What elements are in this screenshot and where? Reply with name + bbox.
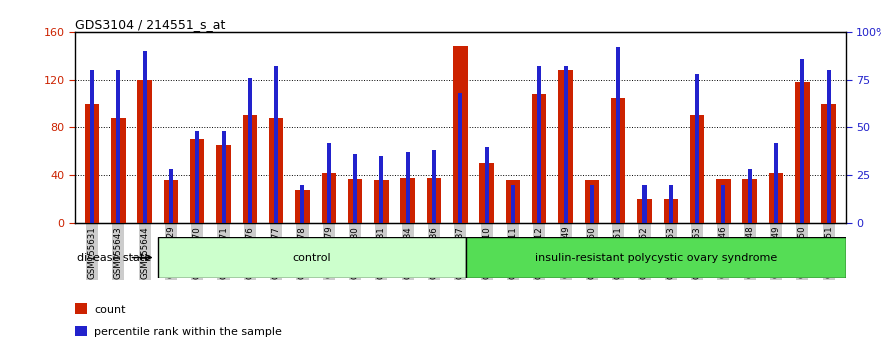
Bar <box>743 179 757 223</box>
Bar <box>669 185 673 223</box>
Bar <box>353 154 357 223</box>
Bar <box>690 115 704 223</box>
Bar <box>164 180 178 223</box>
Bar <box>217 145 231 223</box>
Bar <box>432 150 436 223</box>
Bar <box>774 143 778 223</box>
Bar <box>466 237 846 278</box>
Bar <box>585 180 599 223</box>
Bar <box>532 94 546 223</box>
Bar <box>300 185 305 223</box>
Bar <box>796 82 810 223</box>
Bar <box>479 163 494 223</box>
Bar <box>405 152 410 223</box>
Bar <box>274 66 278 223</box>
Bar <box>75 303 86 314</box>
Bar <box>143 51 146 223</box>
Bar <box>116 70 121 223</box>
Bar <box>642 185 647 223</box>
Bar <box>458 93 463 223</box>
Text: disease state: disease state <box>78 252 152 263</box>
Bar <box>748 170 751 223</box>
Bar <box>137 80 152 223</box>
Bar <box>269 118 284 223</box>
Bar <box>800 59 804 223</box>
Bar <box>221 131 226 223</box>
Bar <box>322 173 336 223</box>
Bar <box>248 78 252 223</box>
Bar <box>511 185 515 223</box>
Bar <box>158 237 466 278</box>
Bar <box>90 70 94 223</box>
Bar <box>559 70 573 223</box>
Bar <box>380 156 383 223</box>
Bar <box>616 47 620 223</box>
Bar <box>426 178 441 223</box>
Bar <box>485 147 489 223</box>
Text: percentile rank within the sample: percentile rank within the sample <box>94 327 282 337</box>
Bar <box>327 143 330 223</box>
Bar <box>111 118 125 223</box>
Bar <box>695 74 700 223</box>
Bar <box>196 131 199 223</box>
Text: count: count <box>94 305 126 315</box>
Bar <box>242 115 257 223</box>
Bar <box>295 190 310 223</box>
Text: insulin-resistant polycystic ovary syndrome: insulin-resistant polycystic ovary syndr… <box>535 252 777 263</box>
Bar <box>401 178 415 223</box>
Bar <box>611 98 626 223</box>
Bar <box>564 66 567 223</box>
Bar <box>716 179 730 223</box>
Bar <box>590 185 594 223</box>
Bar <box>75 326 86 336</box>
Bar <box>663 199 678 223</box>
Text: control: control <box>292 252 331 263</box>
Bar <box>506 180 520 223</box>
Bar <box>637 199 652 223</box>
Bar <box>537 66 541 223</box>
Bar <box>190 139 204 223</box>
Bar <box>453 46 468 223</box>
Text: GDS3104 / 214551_s_at: GDS3104 / 214551_s_at <box>75 18 226 31</box>
Bar <box>348 179 362 223</box>
Bar <box>769 173 783 223</box>
Bar <box>85 104 100 223</box>
Bar <box>374 180 389 223</box>
Bar <box>169 170 173 223</box>
Bar <box>821 104 836 223</box>
Bar <box>826 70 831 223</box>
Bar <box>722 185 725 223</box>
